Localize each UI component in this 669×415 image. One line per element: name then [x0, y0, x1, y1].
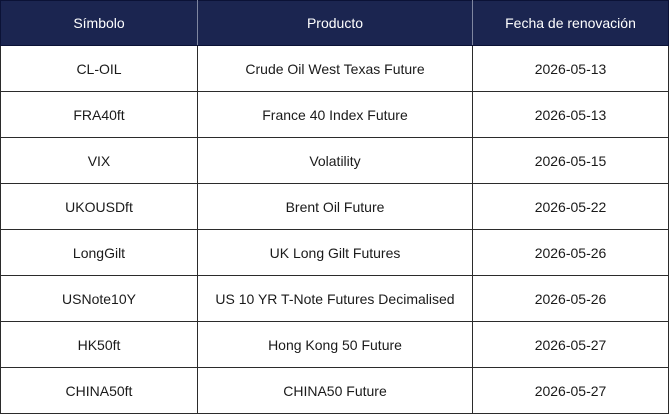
cell-symbol: UKOUSDft [0, 183, 198, 230]
cell-product: France 40 Index Future [197, 91, 473, 138]
cell-date: 2026-05-13 [472, 45, 669, 92]
table-row: FRA40ft France 40 Index Future 2026-05-1… [0, 91, 669, 138]
cell-symbol: VIX [0, 137, 198, 184]
cell-symbol: CHINA50ft [0, 367, 198, 414]
header-product: Producto [197, 0, 473, 46]
cell-product: Hong Kong 50 Future [197, 321, 473, 368]
cell-date: 2026-05-27 [472, 367, 669, 414]
cell-symbol: HK50ft [0, 321, 198, 368]
cell-product: Brent Oil Future [197, 183, 473, 230]
header-row: Símbolo Producto Fecha de renovación [0, 0, 669, 46]
cell-date: 2026-05-26 [472, 275, 669, 322]
table-row: VIX Volatility 2026-05-15 [0, 137, 669, 184]
cell-symbol: USNote10Y [0, 275, 198, 322]
cell-product: CHINA50 Future [197, 367, 473, 414]
header-symbol: Símbolo [0, 0, 198, 46]
table-row: HK50ft Hong Kong 50 Future 2026-05-27 [0, 321, 669, 368]
cell-product: UK Long Gilt Futures [197, 229, 473, 276]
table-row: LongGilt UK Long Gilt Futures 2026-05-26 [0, 229, 669, 276]
cell-product: Crude Oil West Texas Future [197, 45, 473, 92]
cell-date: 2026-05-27 [472, 321, 669, 368]
table-row: CHINA50ft CHINA50 Future 2026-05-27 [0, 367, 669, 414]
cell-symbol: FRA40ft [0, 91, 198, 138]
cell-symbol: CL-OIL [0, 45, 198, 92]
cell-product: US 10 YR T-Note Futures Decimalised [197, 275, 473, 322]
table-row: USNote10Y US 10 YR T-Note Futures Decima… [0, 275, 669, 322]
cell-date: 2026-05-26 [472, 229, 669, 276]
cell-date: 2026-05-15 [472, 137, 669, 184]
cell-product: Volatility [197, 137, 473, 184]
header-rollover-date: Fecha de renovación [472, 0, 669, 46]
table-header: Símbolo Producto Fecha de renovación [0, 0, 669, 46]
cell-date: 2026-05-22 [472, 183, 669, 230]
table-row: UKOUSDft Brent Oil Future 2026-05-22 [0, 183, 669, 230]
cell-symbol: LongGilt [0, 229, 198, 276]
table-row: CL-OIL Crude Oil West Texas Future 2026-… [0, 45, 669, 92]
cell-date: 2026-05-13 [472, 91, 669, 138]
table-body: CL-OIL Crude Oil West Texas Future 2026-… [0, 45, 669, 414]
